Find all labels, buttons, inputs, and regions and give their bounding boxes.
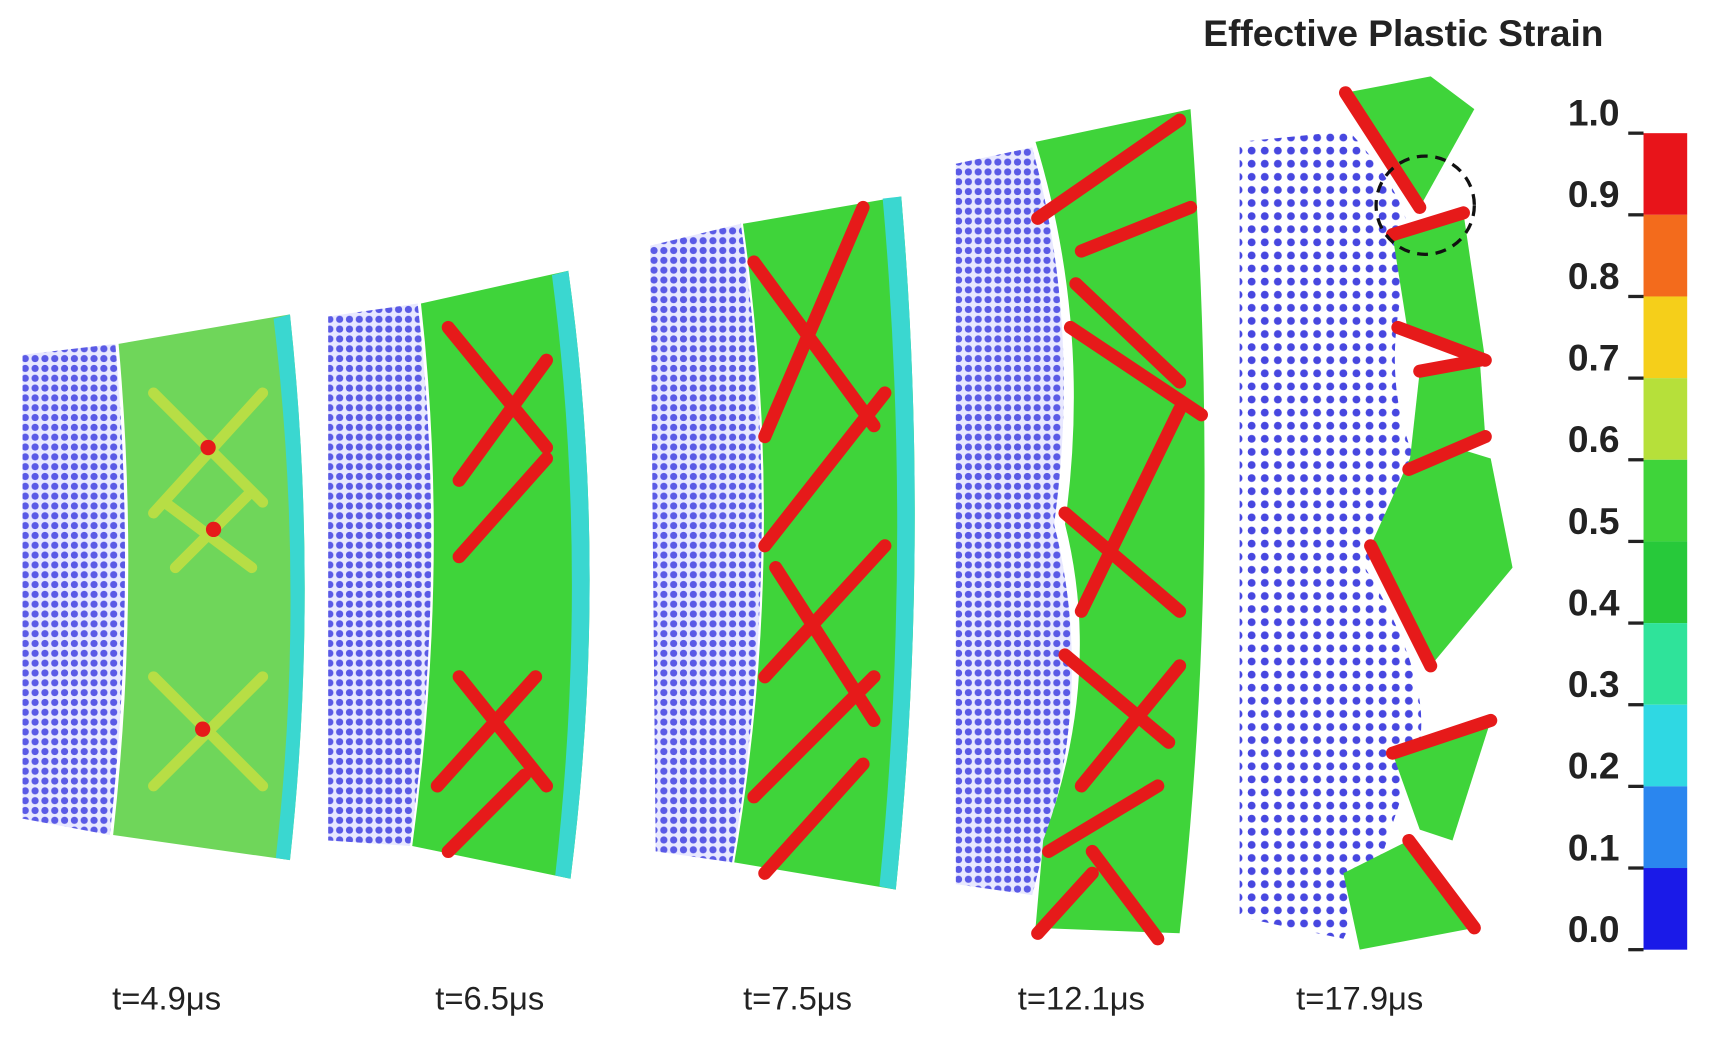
snapshot [955,109,1208,946]
colorbar-tick-label: 0.6 [1568,418,1620,460]
colorbar-tick-label: 0.0 [1568,908,1620,950]
colorbar-tick-label: 0.5 [1568,500,1620,542]
time-label: t=12.1μs [1018,980,1145,1017]
colorbar-segment [1643,704,1688,787]
colorbar-segment [1643,296,1688,379]
colorbar-tick-label: 0.1 [1568,826,1620,868]
colorbar-tick-label: 0.9 [1568,173,1620,215]
colorbar-tick-label: 1.0 [1568,92,1620,134]
time-label: t=4.9μs [112,980,221,1017]
colorbar-segment [1643,868,1688,950]
colorbar-segment [1643,378,1688,460]
snapshot [1239,76,1513,950]
snapshot [22,314,305,861]
colorbar-segment [1643,541,1688,624]
time-label: t=17.9μs [1296,980,1423,1017]
colorbar-segment [1643,214,1688,297]
colorbar-tick-label: 0.4 [1568,581,1620,623]
colorbar-segment [1643,786,1688,869]
colorbar-tick-label: 0.8 [1568,255,1620,297]
colorbar-title: Effective Plastic Strain [1203,12,1603,54]
colorbar-segment [1643,623,1688,705]
colorbar-tick-label: 0.7 [1568,336,1620,378]
colorbar-tick-label: 0.2 [1568,745,1620,787]
colorbar-tick-label: 0.3 [1568,663,1620,705]
snapshot [650,196,915,890]
colorbar-segment [1643,459,1688,542]
time-label: t=6.5μs [435,980,544,1017]
snapshot [328,270,590,879]
colorbar-segment [1643,133,1688,215]
time-label: t=7.5μs [743,980,852,1017]
